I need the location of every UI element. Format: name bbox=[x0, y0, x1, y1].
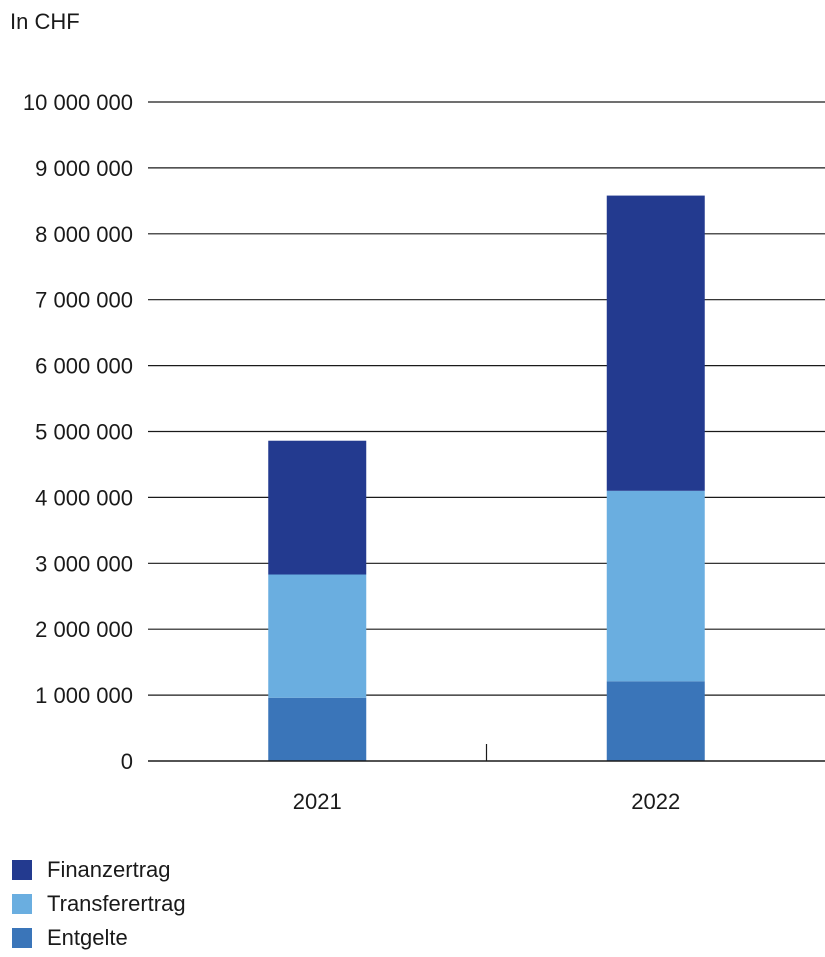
x-tick-label: 2021 bbox=[293, 789, 342, 814]
y-tick-label: 10 000 000 bbox=[23, 90, 133, 115]
bar-segment bbox=[268, 697, 367, 761]
x-tick-label: 2022 bbox=[631, 789, 680, 814]
legend-label: Entgelte bbox=[47, 925, 128, 950]
bars bbox=[268, 195, 705, 761]
y-tick-label: 8 000 000 bbox=[35, 222, 133, 247]
bar-segment bbox=[268, 440, 367, 575]
stacked-bar-chart: 0 1 000 000 2 000 000 3 000 000 4 000 000 5 0… bbox=[23, 90, 825, 814]
legend-swatch bbox=[12, 860, 32, 880]
bar-segment bbox=[606, 681, 705, 761]
legend-item: Transferertrag bbox=[12, 887, 186, 921]
legend-item: Entgelte bbox=[12, 921, 186, 955]
unit-label: In CHF bbox=[10, 9, 80, 34]
bar-segment bbox=[606, 195, 705, 491]
legend-swatch bbox=[12, 928, 32, 948]
bar-segment bbox=[268, 574, 367, 698]
y-tick-label: 9 000 000 bbox=[35, 156, 133, 181]
legend-swatch bbox=[12, 894, 32, 914]
x-axis bbox=[148, 744, 825, 762]
y-tick-label: 1 000 000 bbox=[35, 683, 133, 708]
legend-label: Finanzertrag bbox=[47, 857, 171, 882]
bar-segment bbox=[606, 490, 705, 682]
y-tick-label: 0 bbox=[121, 749, 133, 774]
gridlines bbox=[148, 101, 825, 696]
y-tick-labels: 0 1 000 000 2 000 000 3 000 000 4 000 000 5 0… bbox=[23, 90, 133, 774]
y-tick-label: 7 000 000 bbox=[35, 288, 133, 313]
y-tick-label: 5 000 000 bbox=[35, 420, 133, 445]
x-tick-labels: 2021 2022 bbox=[293, 789, 680, 814]
legend-label: Transferertrag bbox=[47, 891, 186, 916]
y-tick-label: 2 000 000 bbox=[35, 617, 133, 642]
y-tick-label: 6 000 000 bbox=[35, 354, 133, 379]
legend-item: Finanzertrag bbox=[12, 853, 186, 887]
y-tick-label: 3 000 000 bbox=[35, 551, 133, 576]
legend: Finanzertrag Transferertrag Entgelte bbox=[12, 853, 186, 955]
y-tick-label: 4 000 000 bbox=[35, 485, 133, 510]
